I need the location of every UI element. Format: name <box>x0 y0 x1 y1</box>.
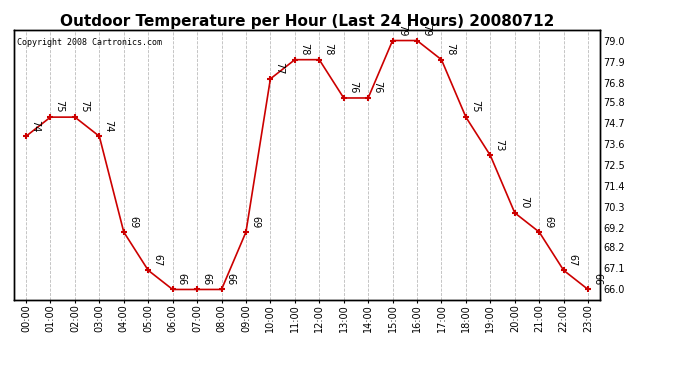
Text: Copyright 2008 Cartronics.com: Copyright 2008 Cartronics.com <box>17 38 161 47</box>
Text: 79: 79 <box>397 24 406 36</box>
Text: 69: 69 <box>128 216 138 228</box>
Title: Outdoor Temperature per Hour (Last 24 Hours) 20080712: Outdoor Temperature per Hour (Last 24 Ho… <box>60 14 554 29</box>
Text: 78: 78 <box>324 43 333 55</box>
Text: 67: 67 <box>152 254 162 266</box>
Text: 66: 66 <box>177 273 187 285</box>
Text: 76: 76 <box>373 81 382 94</box>
Text: 73: 73 <box>495 139 504 151</box>
Text: 69: 69 <box>250 216 260 228</box>
Text: 67: 67 <box>568 254 578 266</box>
Text: 78: 78 <box>446 43 455 55</box>
Text: 77: 77 <box>275 62 284 75</box>
Text: 69: 69 <box>543 216 553 228</box>
Text: 78: 78 <box>299 43 309 55</box>
Text: 74: 74 <box>104 120 113 132</box>
Text: 66: 66 <box>201 273 211 285</box>
Text: 76: 76 <box>348 81 358 94</box>
Text: 66: 66 <box>226 273 236 285</box>
Text: 75: 75 <box>79 100 89 113</box>
Text: 75: 75 <box>55 100 65 113</box>
Text: 66: 66 <box>592 273 602 285</box>
Text: 70: 70 <box>519 196 529 209</box>
Text: 75: 75 <box>470 100 480 113</box>
Text: 79: 79 <box>421 24 431 36</box>
Text: 74: 74 <box>30 120 40 132</box>
